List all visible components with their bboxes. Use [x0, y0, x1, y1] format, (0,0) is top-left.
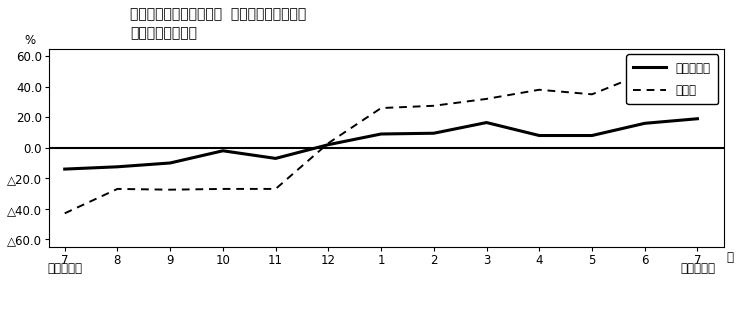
製造業 [429, 104, 438, 108]
製造業 [218, 187, 227, 191]
製造業 [166, 188, 175, 192]
調査産業計 [377, 132, 386, 136]
製造業 [324, 141, 333, 145]
Line: 製造業: 製造業 [64, 73, 698, 213]
調査産業計 [588, 134, 596, 137]
Text: %: % [24, 33, 36, 46]
Text: 平成２１年: 平成２１年 [47, 262, 82, 275]
調査産業計 [535, 134, 544, 137]
製造業 [60, 211, 69, 215]
製造業 [640, 71, 649, 75]
Text: 第２図　所定外労働時間  対前年同月比の推移
（規模５人以上）: 第２図 所定外労働時間 対前年同月比の推移 （規模５人以上） [130, 7, 306, 40]
調査産業計 [271, 157, 280, 160]
調査産業計 [429, 131, 438, 135]
製造業 [271, 187, 280, 191]
製造業 [535, 88, 544, 92]
調査産業計 [482, 121, 491, 124]
製造業 [693, 82, 702, 86]
調査産業計 [640, 122, 649, 125]
製造業 [377, 106, 386, 110]
Text: 月: 月 [727, 251, 733, 264]
Line: 調査産業計: 調査産業計 [64, 119, 698, 169]
調査産業計 [60, 167, 69, 171]
Legend: 調査産業計, 製造業: 調査産業計, 製造業 [626, 55, 718, 104]
調査産業計 [218, 149, 227, 153]
製造業 [482, 97, 491, 101]
調査産業計 [693, 117, 702, 121]
調査産業計 [113, 165, 122, 169]
製造業 [588, 92, 596, 96]
Text: 平成２２年: 平成２２年 [680, 262, 715, 275]
製造業 [113, 187, 122, 191]
調査産業計 [324, 143, 333, 147]
調査産業計 [166, 161, 175, 165]
